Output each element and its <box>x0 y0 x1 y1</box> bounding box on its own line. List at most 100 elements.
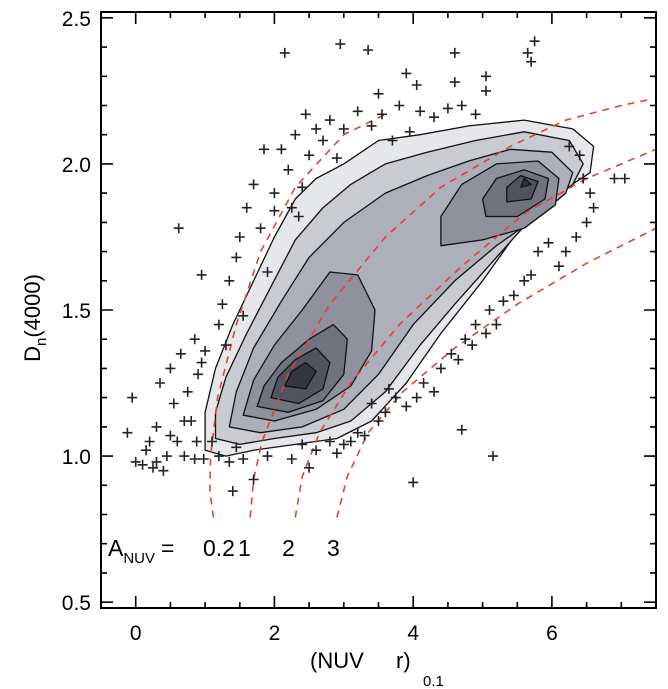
outlier-point-42 <box>234 232 245 242</box>
outlier-point-120 <box>380 407 391 418</box>
outlier-point-114 <box>435 363 446 374</box>
annotation-value-3: 3 <box>327 535 340 561</box>
outlier-point-118 <box>401 401 412 412</box>
x-axis-title-subscript: 0.1 <box>423 673 444 689</box>
y-tick-label: 2.5 <box>62 8 91 31</box>
outlier-point-9 <box>168 398 179 409</box>
y-tick-label: 2.0 <box>62 154 91 177</box>
outlier-point-61 <box>352 106 363 117</box>
outlier-point-73 <box>449 77 460 88</box>
outlier-point-109 <box>470 319 481 330</box>
y-axis-title-tail: (4000) <box>20 274 45 338</box>
outlier-point-58 <box>324 115 335 126</box>
outlier-point-54 <box>304 150 315 161</box>
outlier-point-23 <box>196 269 207 280</box>
outlier-point-14 <box>175 348 186 359</box>
outlier-point-111 <box>460 334 471 345</box>
outlier-point-51 <box>238 310 249 321</box>
outlier-point-98 <box>560 246 571 257</box>
outlier-point-13 <box>148 462 158 473</box>
outlier-point-79 <box>411 80 422 90</box>
outlier-point-99 <box>553 261 564 272</box>
outlier-point-110 <box>467 340 478 351</box>
y-tick-label: 1.5 <box>62 300 91 323</box>
outlier-point-89 <box>564 141 575 152</box>
outlier-point-44 <box>248 179 259 190</box>
outlier-point-10 <box>172 436 183 447</box>
outlier-point-132 <box>286 454 297 464</box>
annotation-value-1: 1 <box>238 535 251 561</box>
outlier-point-4 <box>144 436 155 447</box>
x-axis-title-r: r) <box>396 648 411 673</box>
outlier-point-28 <box>207 436 217 447</box>
outlier-point-19 <box>196 357 207 368</box>
outlier-point-93 <box>588 202 599 213</box>
outlier-point-113 <box>446 348 457 359</box>
outlier-point-78 <box>401 68 412 79</box>
outlier-point-119 <box>390 392 401 403</box>
outlier-point-53 <box>290 129 301 140</box>
outlier-point-38 <box>217 299 228 310</box>
outlier-point-63 <box>377 109 387 120</box>
attenuation-curve-3 <box>336 227 656 518</box>
outlier-point-11 <box>179 451 190 462</box>
outlier-point-91 <box>578 173 589 184</box>
outlier-point-67 <box>415 106 426 117</box>
outlier-point-17 <box>189 454 200 464</box>
y-axis-title-subscript: n <box>33 338 50 346</box>
outlier-point-77 <box>363 45 374 55</box>
outlier-point-122 <box>366 398 377 409</box>
outlier-point-0 <box>127 392 138 403</box>
outlier-point-69 <box>442 103 453 114</box>
attenuation-curve-2 <box>294 148 656 518</box>
outlier-point-57 <box>300 109 311 120</box>
outlier-point-126 <box>338 439 349 450</box>
outlier-point-94 <box>581 217 592 228</box>
outlier-point-75 <box>279 47 290 58</box>
outlier-point-50 <box>262 267 273 277</box>
outlier-point-2 <box>130 456 141 467</box>
outlier-point-72 <box>481 85 491 96</box>
outlier-point-64 <box>387 135 398 146</box>
outlier-point-128 <box>324 436 335 447</box>
outlier-point-135 <box>408 477 419 488</box>
outlier-point-123 <box>359 430 370 441</box>
outlier-point-25 <box>151 456 162 467</box>
x-axis-title-main: (NUV <box>310 648 364 673</box>
outlier-point-56 <box>318 135 328 146</box>
outlier-point-86 <box>293 211 304 222</box>
outlier-point-104 <box>508 290 519 301</box>
x-tick-label: 4 <box>407 622 419 645</box>
outlier-point-107 <box>491 319 502 330</box>
outlier-point-101 <box>533 246 544 257</box>
outlier-point-136 <box>383 383 394 394</box>
outlier-point-80 <box>449 47 460 58</box>
outlier-point-43 <box>241 202 252 213</box>
annotation-label: ANUV = <box>108 535 174 567</box>
y-axis-title: Dn(4000) <box>20 274 50 362</box>
outlier-point-70 <box>456 100 467 111</box>
axes: 0 2 4 6 0.5 1.0 1.5 2.0 2.5 <box>62 8 657 645</box>
outlier-point-7 <box>155 378 165 388</box>
outlier-point-36 <box>198 454 209 464</box>
outlier-point-65 <box>394 100 405 111</box>
outlier-point-12 <box>161 451 172 462</box>
attenuation-curve-1 <box>249 98 650 518</box>
outlier-point-83 <box>529 36 540 47</box>
outlier-point-127 <box>331 448 342 459</box>
x-tick-label: 2 <box>269 622 281 645</box>
outlier-point-35 <box>262 451 273 462</box>
annotation-value-0.2: 0.2 <box>203 535 235 561</box>
x-tick-label: 6 <box>546 622 558 645</box>
outlier-point-60 <box>338 123 349 134</box>
outlier-point-30 <box>224 456 235 467</box>
outlier-point-66 <box>404 126 415 137</box>
outlier-point-47 <box>259 144 269 155</box>
outlier-point-1 <box>122 427 133 438</box>
outlier-point-37 <box>191 436 202 447</box>
outlier-point-49 <box>283 164 294 175</box>
y-tick-label: 1.0 <box>62 446 91 469</box>
outlier-point-117 <box>411 392 422 403</box>
outlier-point-134 <box>456 424 467 435</box>
